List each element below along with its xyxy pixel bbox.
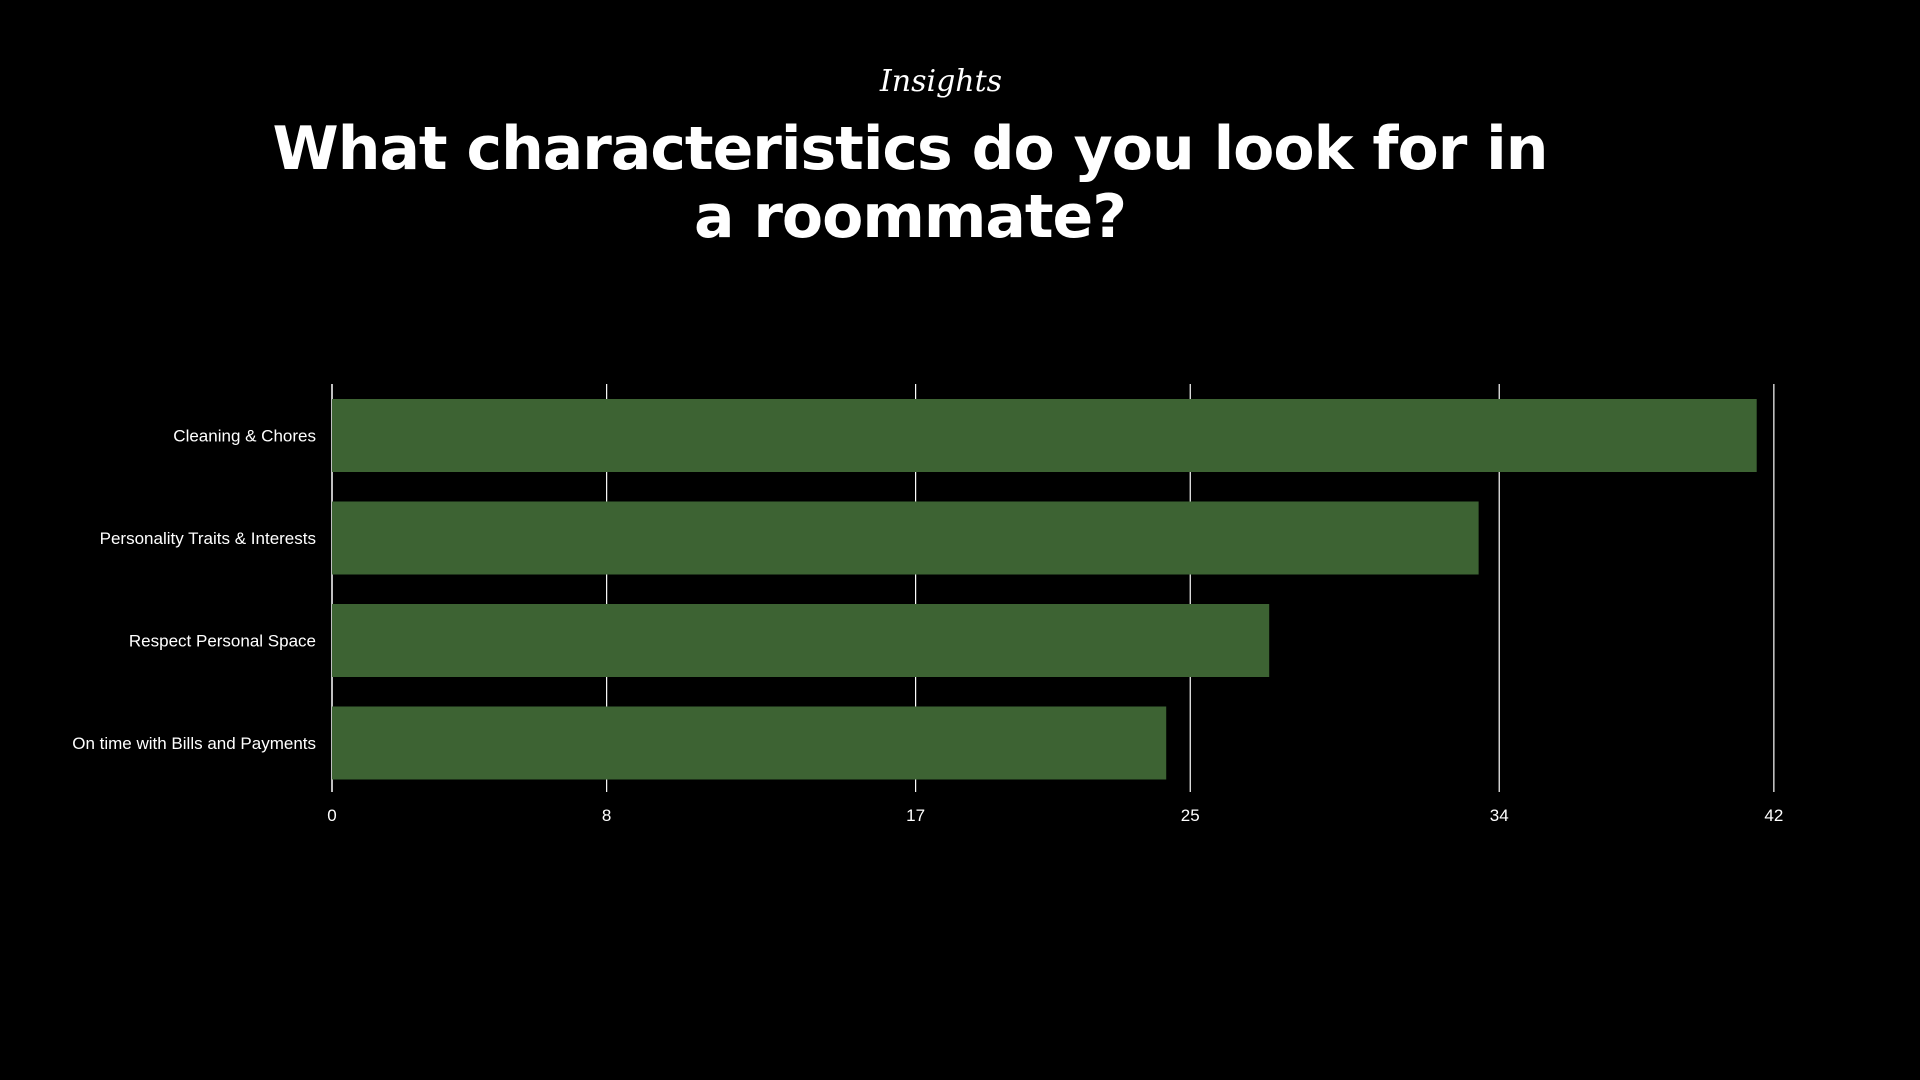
x-tick-label: 0 bbox=[327, 806, 336, 825]
x-tick-label: 8 bbox=[602, 806, 611, 825]
category-label: Respect Personal Space bbox=[129, 632, 316, 651]
x-tick-label: 42 bbox=[1764, 806, 1783, 825]
x-tick-label: 34 bbox=[1490, 806, 1509, 825]
bar bbox=[332, 604, 1270, 677]
bar bbox=[332, 706, 1167, 780]
bars bbox=[332, 399, 1757, 780]
x-tick-label: 25 bbox=[1181, 806, 1200, 825]
bar bbox=[332, 501, 1479, 575]
category-label: On time with Bills and Payments bbox=[72, 734, 316, 753]
page-title: What characteristics do you look for in … bbox=[272, 114, 1549, 252]
category-label: Personality Traits & Interests bbox=[100, 529, 316, 548]
category-label: Cleaning & Chores bbox=[173, 427, 316, 446]
category-labels: Cleaning & Chores Personality Traits & In… bbox=[72, 427, 316, 754]
eyebrow-label: Insights bbox=[879, 64, 1003, 99]
x-axis: 0 8 17 25 34 42 bbox=[327, 806, 1783, 825]
bar bbox=[332, 399, 1757, 472]
x-tick-label: 17 bbox=[906, 806, 925, 825]
